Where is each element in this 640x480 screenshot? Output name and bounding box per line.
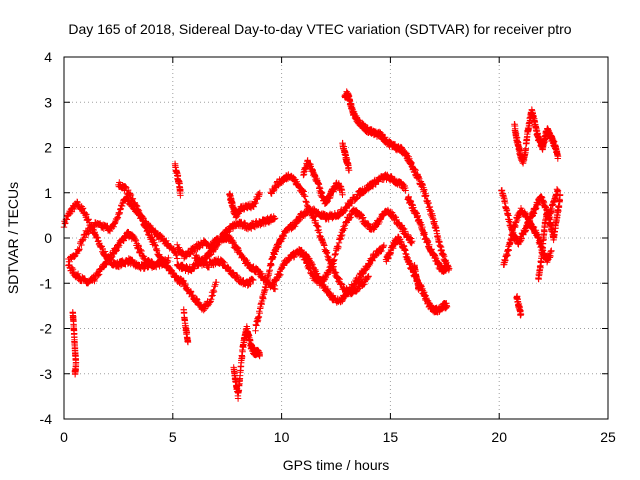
point-markers [230, 323, 263, 402]
y-tick-label: -4 [40, 411, 53, 427]
y-tick-label: 0 [44, 230, 52, 246]
point-markers [65, 194, 181, 265]
series-track-d [115, 179, 220, 314]
y-axis-label: SDTVAR / TECUs [5, 182, 21, 294]
point-markers [300, 157, 346, 207]
x-tick-label: 25 [600, 429, 616, 445]
point-markers [174, 213, 279, 275]
series-track-aa [535, 191, 564, 283]
point-markers [339, 139, 353, 174]
series-track-s [341, 88, 453, 274]
y-tick-labels: -4 -3 -2 -1 0 1 2 3 4 [40, 49, 53, 427]
series-track-e [69, 309, 80, 378]
series-track-p [298, 206, 416, 289]
point-markers [252, 171, 409, 334]
point-markers [298, 206, 416, 289]
y-tick-label: 3 [44, 94, 52, 110]
x-tick-label: 5 [169, 429, 177, 445]
point-markers [411, 262, 422, 293]
point-markers [513, 293, 525, 319]
point-markers [535, 191, 564, 283]
point-markers [115, 179, 220, 314]
series-track-g [174, 232, 279, 293]
y-tick-label: -3 [40, 366, 53, 382]
series-track-v [411, 262, 422, 293]
series-track-m [252, 171, 409, 334]
chart-title: Day 165 of 2018, Sidereal Day-to-day VTE… [68, 21, 571, 37]
x-tick-label: 10 [274, 429, 290, 445]
series-track-c [65, 194, 181, 265]
point-markers [174, 232, 279, 293]
y-tick-label: 1 [44, 185, 52, 201]
y-tick-label: 2 [44, 140, 52, 156]
x-tick-label: 15 [383, 429, 399, 445]
series-track-h [174, 213, 279, 275]
point-markers [171, 160, 184, 199]
point-markers [341, 88, 453, 274]
grid [64, 57, 608, 419]
series-track-i [191, 251, 257, 289]
series-track-r [339, 139, 353, 174]
point-markers [191, 251, 257, 289]
data-points [60, 88, 564, 402]
point-markers [404, 193, 451, 275]
series-track-l [230, 323, 263, 402]
series-track-j [180, 306, 192, 346]
axis-ticks [63, 56, 609, 420]
series-track-y [511, 106, 562, 167]
x-tick-labels: 0 5 10 15 20 25 [60, 429, 616, 445]
x-axis-label: GPS time / hours [283, 457, 390, 473]
y-tick-label: -1 [40, 275, 53, 291]
point-markers [69, 309, 80, 378]
y-tick-label: 4 [44, 49, 52, 65]
point-markers [180, 306, 192, 346]
x-tick-label: 0 [60, 429, 68, 445]
point-markers [511, 106, 562, 167]
point-markers [226, 189, 263, 221]
point-markers [65, 228, 157, 287]
x-tick-label: 20 [491, 429, 507, 445]
series-track-u [404, 193, 451, 275]
series-track-b [65, 228, 157, 287]
y-tick-label: -2 [40, 321, 53, 337]
series-track-z [513, 293, 525, 319]
series-track-k [226, 189, 263, 221]
series-track-q [300, 157, 346, 207]
series-track-f [171, 160, 184, 199]
